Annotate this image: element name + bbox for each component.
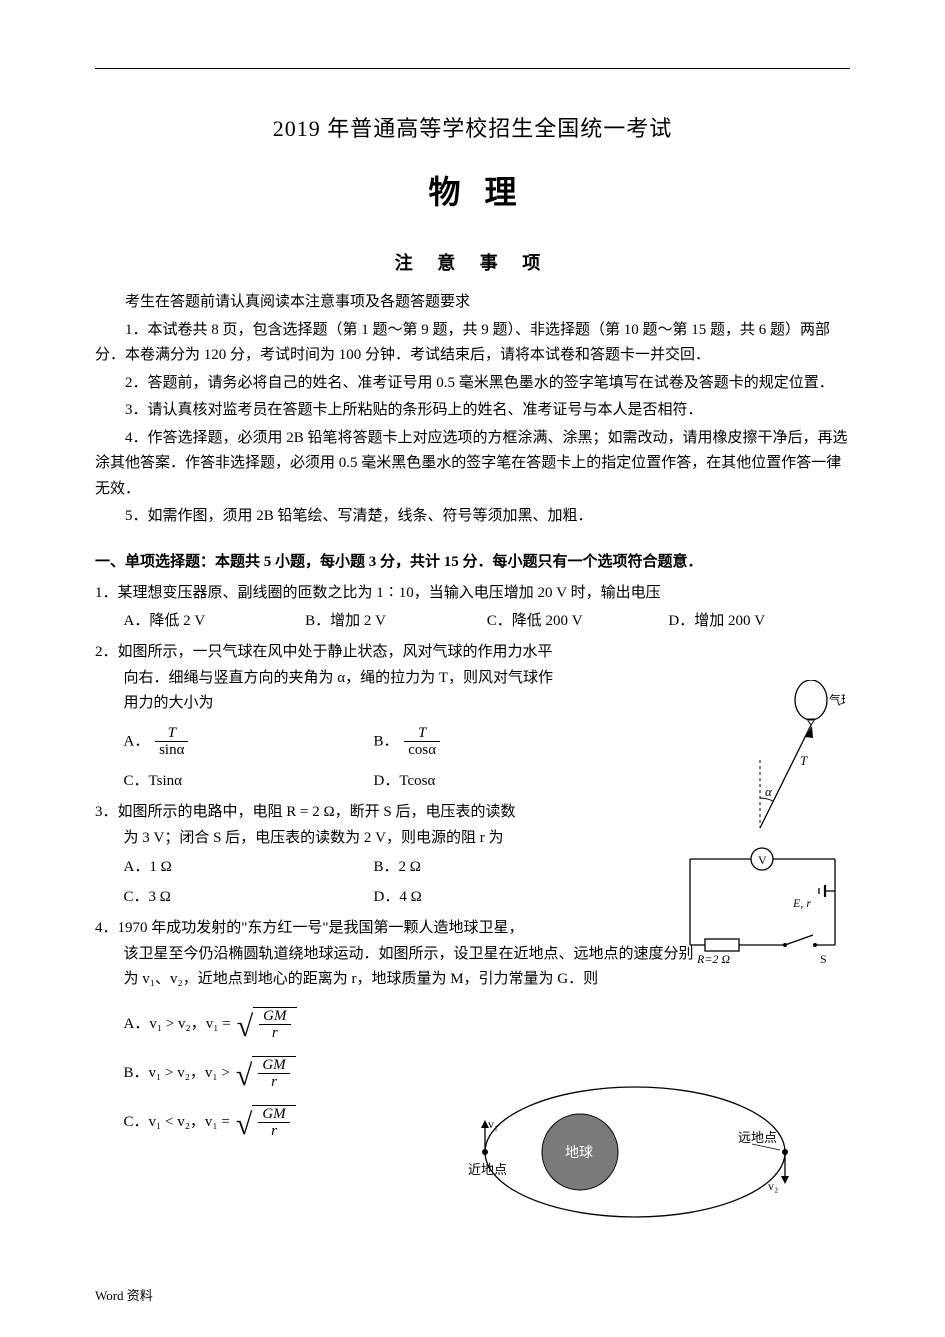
notice-item: 1．本试卷共 8 页，包含选择题（第 1 题～第 9 题，共 9 题）、非选择题… xyxy=(95,318,850,369)
figure-balloon: 气球 T α xyxy=(725,680,845,835)
radical-sign: √ xyxy=(236,1110,252,1140)
notice-lead: 考生在答题前请认真阅读本注意事项及各题答题要求 xyxy=(95,290,850,316)
q4-b-label: B．v₁ > v₂，v₁ > xyxy=(124,1061,230,1087)
q1-opt-d: D．增加 200 V xyxy=(668,609,850,635)
notice-item: 3．请认真核对监考员在答题卡上所粘贴的条形码上的姓名、准考证号与本人是否相符． xyxy=(95,398,850,424)
q4-a-label: A．v₁ > v₂，v₁ = xyxy=(124,1012,231,1038)
balloon-label: 气球 xyxy=(829,692,845,707)
notice-item: 5．如需作图，须用 2B 铅笔绘、写清楚，线条、符号等须加黑、加粗． xyxy=(95,504,850,530)
q4-c-label: C．v₁ < v₂，v₁ = xyxy=(124,1110,230,1136)
tension-label: T xyxy=(800,753,808,768)
perigee-label: 近地点 xyxy=(468,1162,507,1177)
exam-title: 2019 年普通高等学校招生全国统一考试 xyxy=(95,110,850,147)
radicand: GM r xyxy=(252,1056,295,1091)
resistor-label: R=2 Ω xyxy=(696,952,730,965)
opt-label: B． xyxy=(374,733,399,749)
q1-opt-a: A．降低 2 V xyxy=(124,609,306,635)
q2-opt-d: D．Tcosα xyxy=(374,769,624,795)
radical-sign: √ xyxy=(236,1061,252,1091)
opt-label: A． xyxy=(124,733,150,749)
notice-item: 4．作答选择题，必须用 2B 铅笔将答题卡上对应选项的方框涂满、涂黑；如需改动，… xyxy=(95,426,850,503)
figure-orbit: 地球 v₁ 近地点 v₂ 远地点 xyxy=(450,1072,800,1232)
q2-opt-a: A． T sinα xyxy=(124,725,374,759)
sqrt-expr: √ GM r xyxy=(236,1105,296,1140)
question-1: 1．某理想变压器原、副线圈的匝数之比为 1∶10，当输入电压增加 20 V 时，… xyxy=(95,581,850,634)
subject-title: 物理 xyxy=(95,165,850,219)
v2-label: v₂ xyxy=(768,1179,778,1193)
sqrt-expr: √ GM r xyxy=(236,1056,296,1091)
angle-label: α xyxy=(765,784,773,799)
q3-opt-d: D．4 Ω xyxy=(374,885,624,911)
denominator: cosα xyxy=(404,742,440,759)
q1-stem: 1．某理想变压器原、副线圈的匝数之比为 1∶10，当输入电压增加 20 V 时，… xyxy=(95,581,850,607)
q3-opt-c: C．3 Ω xyxy=(124,885,374,911)
numerator: T xyxy=(155,725,188,743)
q3-opt-a: A．1 Ω xyxy=(124,855,374,881)
sqrt-expr: √ GM r xyxy=(237,1007,297,1042)
radical-sign: √ xyxy=(237,1012,253,1042)
denominator: r xyxy=(258,1074,289,1091)
fraction: T cosα xyxy=(404,725,440,759)
q3-opt-b: B．2 Ω xyxy=(374,855,624,881)
q4-opt-a: A．v₁ > v₂，v₁ = √ GM r xyxy=(95,1007,850,1042)
figure-circuit: V E, r R=2 Ω S xyxy=(675,845,850,965)
radicand: GM r xyxy=(252,1105,295,1140)
radicand: GM r xyxy=(253,1007,296,1042)
footer-text: Word 资料 xyxy=(95,1285,153,1307)
numerator: GM xyxy=(258,1106,289,1124)
q4-l3: 为 v₁、v₂，近地点到地心的距离为 r，地球质量为 M，引力常量为 G．则 xyxy=(95,967,850,993)
q1-opt-b: B．增加 2 V xyxy=(305,609,487,635)
q2-l1: 2．如图所示，一只气球在风中处于静止状态，风对气球的作用力水平 xyxy=(95,640,850,666)
v1-label: v₁ xyxy=(488,1117,498,1131)
q1-opt-c: C．降低 200 V xyxy=(487,609,669,635)
switch-label: S xyxy=(820,952,827,965)
notice-item: 2．答题前，请务必将自己的姓名、准考证号用 0.5 毫米黑色墨水的签字笔填写在试… xyxy=(95,371,850,397)
q2-opt-b: B． T cosα xyxy=(374,725,624,759)
denominator: r xyxy=(258,1123,289,1140)
q2-opt-c: C．Tsinα xyxy=(124,769,374,795)
denominator: sinα xyxy=(155,742,188,759)
numerator: T xyxy=(404,725,440,743)
numerator: GM xyxy=(258,1057,289,1075)
q1-options: A．降低 2 V B．增加 2 V C．降低 200 V D．增加 200 V xyxy=(95,609,850,635)
apogee-label: 远地点 xyxy=(738,1130,777,1145)
denominator: r xyxy=(259,1025,290,1042)
numerator: GM xyxy=(259,1008,290,1026)
section-1-heading: 一、单项选择题：本题共 5 小题，每小题 3 分，共计 15 分．每小题只有一个… xyxy=(95,550,850,576)
voltmeter-label: V xyxy=(758,853,767,867)
fraction: T sinα xyxy=(155,725,188,759)
top-rule xyxy=(95,68,850,69)
notice-heading: 注 意 事 项 xyxy=(95,248,850,279)
notice-block: 考生在答题前请认真阅读本注意事项及各题答题要求 1．本试卷共 8 页，包含选择题… xyxy=(95,290,850,530)
emf-label: E, r xyxy=(792,896,811,910)
earth-label: 地球 xyxy=(565,1145,593,1161)
